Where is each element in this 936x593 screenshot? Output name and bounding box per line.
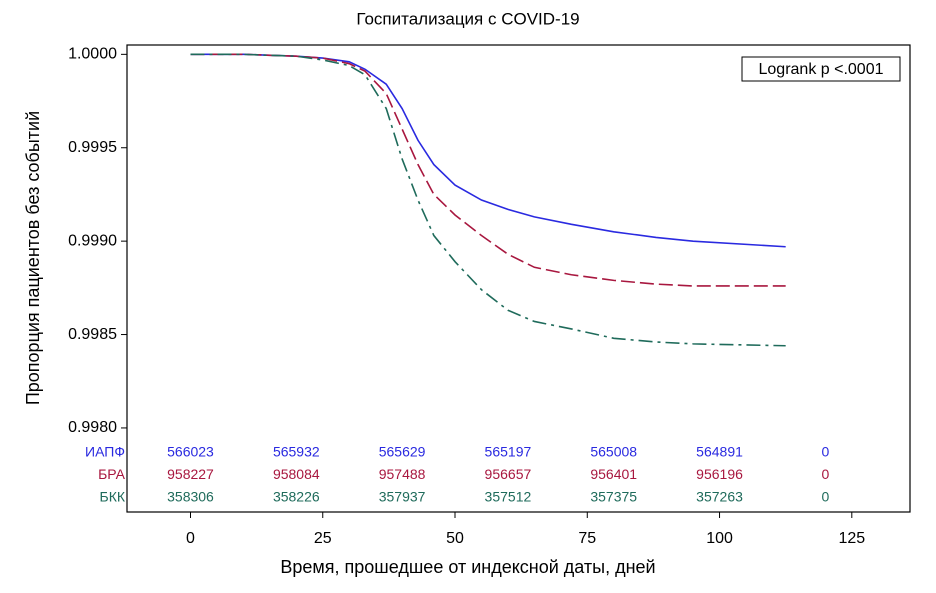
at-risk-count: 564891 (696, 444, 743, 460)
at-risk-count: 565932 (273, 444, 320, 460)
survival-line (190, 53, 786, 347)
at-risk-count: 958084 (273, 466, 320, 482)
at-risk-count: 956401 (590, 466, 637, 482)
at-risk-count: 565008 (590, 444, 637, 460)
at-risk-count: 0 (821, 444, 829, 460)
at-risk-count: 958227 (167, 466, 214, 482)
chart-title: Госпитализация с COVID-19 (356, 9, 579, 28)
at-risk-count: 566023 (167, 444, 214, 460)
at-risk-count: 357263 (696, 489, 743, 505)
at-risk-count: 957488 (379, 466, 426, 482)
y-tick-label: 0.9980 (68, 419, 117, 436)
x-tick-label: 25 (314, 530, 332, 547)
y-tick-label: 0.9995 (68, 139, 117, 156)
at-risk-count: 956657 (485, 466, 532, 482)
survival-line (190, 53, 786, 248)
x-tick-label: 125 (838, 530, 865, 547)
x-tick-label: 75 (578, 530, 596, 547)
at-risk-label: ИАПФ (85, 444, 125, 460)
y-tick-label: 0.9985 (68, 326, 117, 343)
at-risk-count: 357937 (379, 489, 426, 505)
at-risk-count: 357512 (485, 489, 532, 505)
y-tick-label: 0.9990 (68, 232, 117, 249)
at-risk-count: 358306 (167, 489, 214, 505)
at-risk-count: 565197 (485, 444, 532, 460)
x-tick-label: 50 (446, 530, 464, 547)
x-tick-label: 100 (706, 530, 733, 547)
at-risk-label: БРА (98, 466, 126, 482)
at-risk-count: 358226 (273, 489, 320, 505)
plot-frame (126, 44, 911, 513)
x-axis-label: Время, прошедшее от индексной даты, дней (280, 557, 655, 577)
annotation-box (741, 56, 901, 82)
at-risk-count: 956196 (696, 466, 743, 482)
at-risk-count: 565629 (379, 444, 426, 460)
at-risk-label: БКК (100, 489, 126, 505)
survival-line (190, 53, 786, 287)
x-tick-label: 0 (186, 530, 195, 547)
annotation: Logrank p <.0001 (759, 61, 884, 78)
at-risk-count: 0 (821, 466, 829, 482)
y-axis-label: Пропорция пациентов без событий (23, 111, 43, 405)
y-tick-label: 1.0000 (68, 46, 117, 63)
at-risk-count: 0 (821, 489, 829, 505)
at-risk-count: 357375 (590, 489, 637, 505)
